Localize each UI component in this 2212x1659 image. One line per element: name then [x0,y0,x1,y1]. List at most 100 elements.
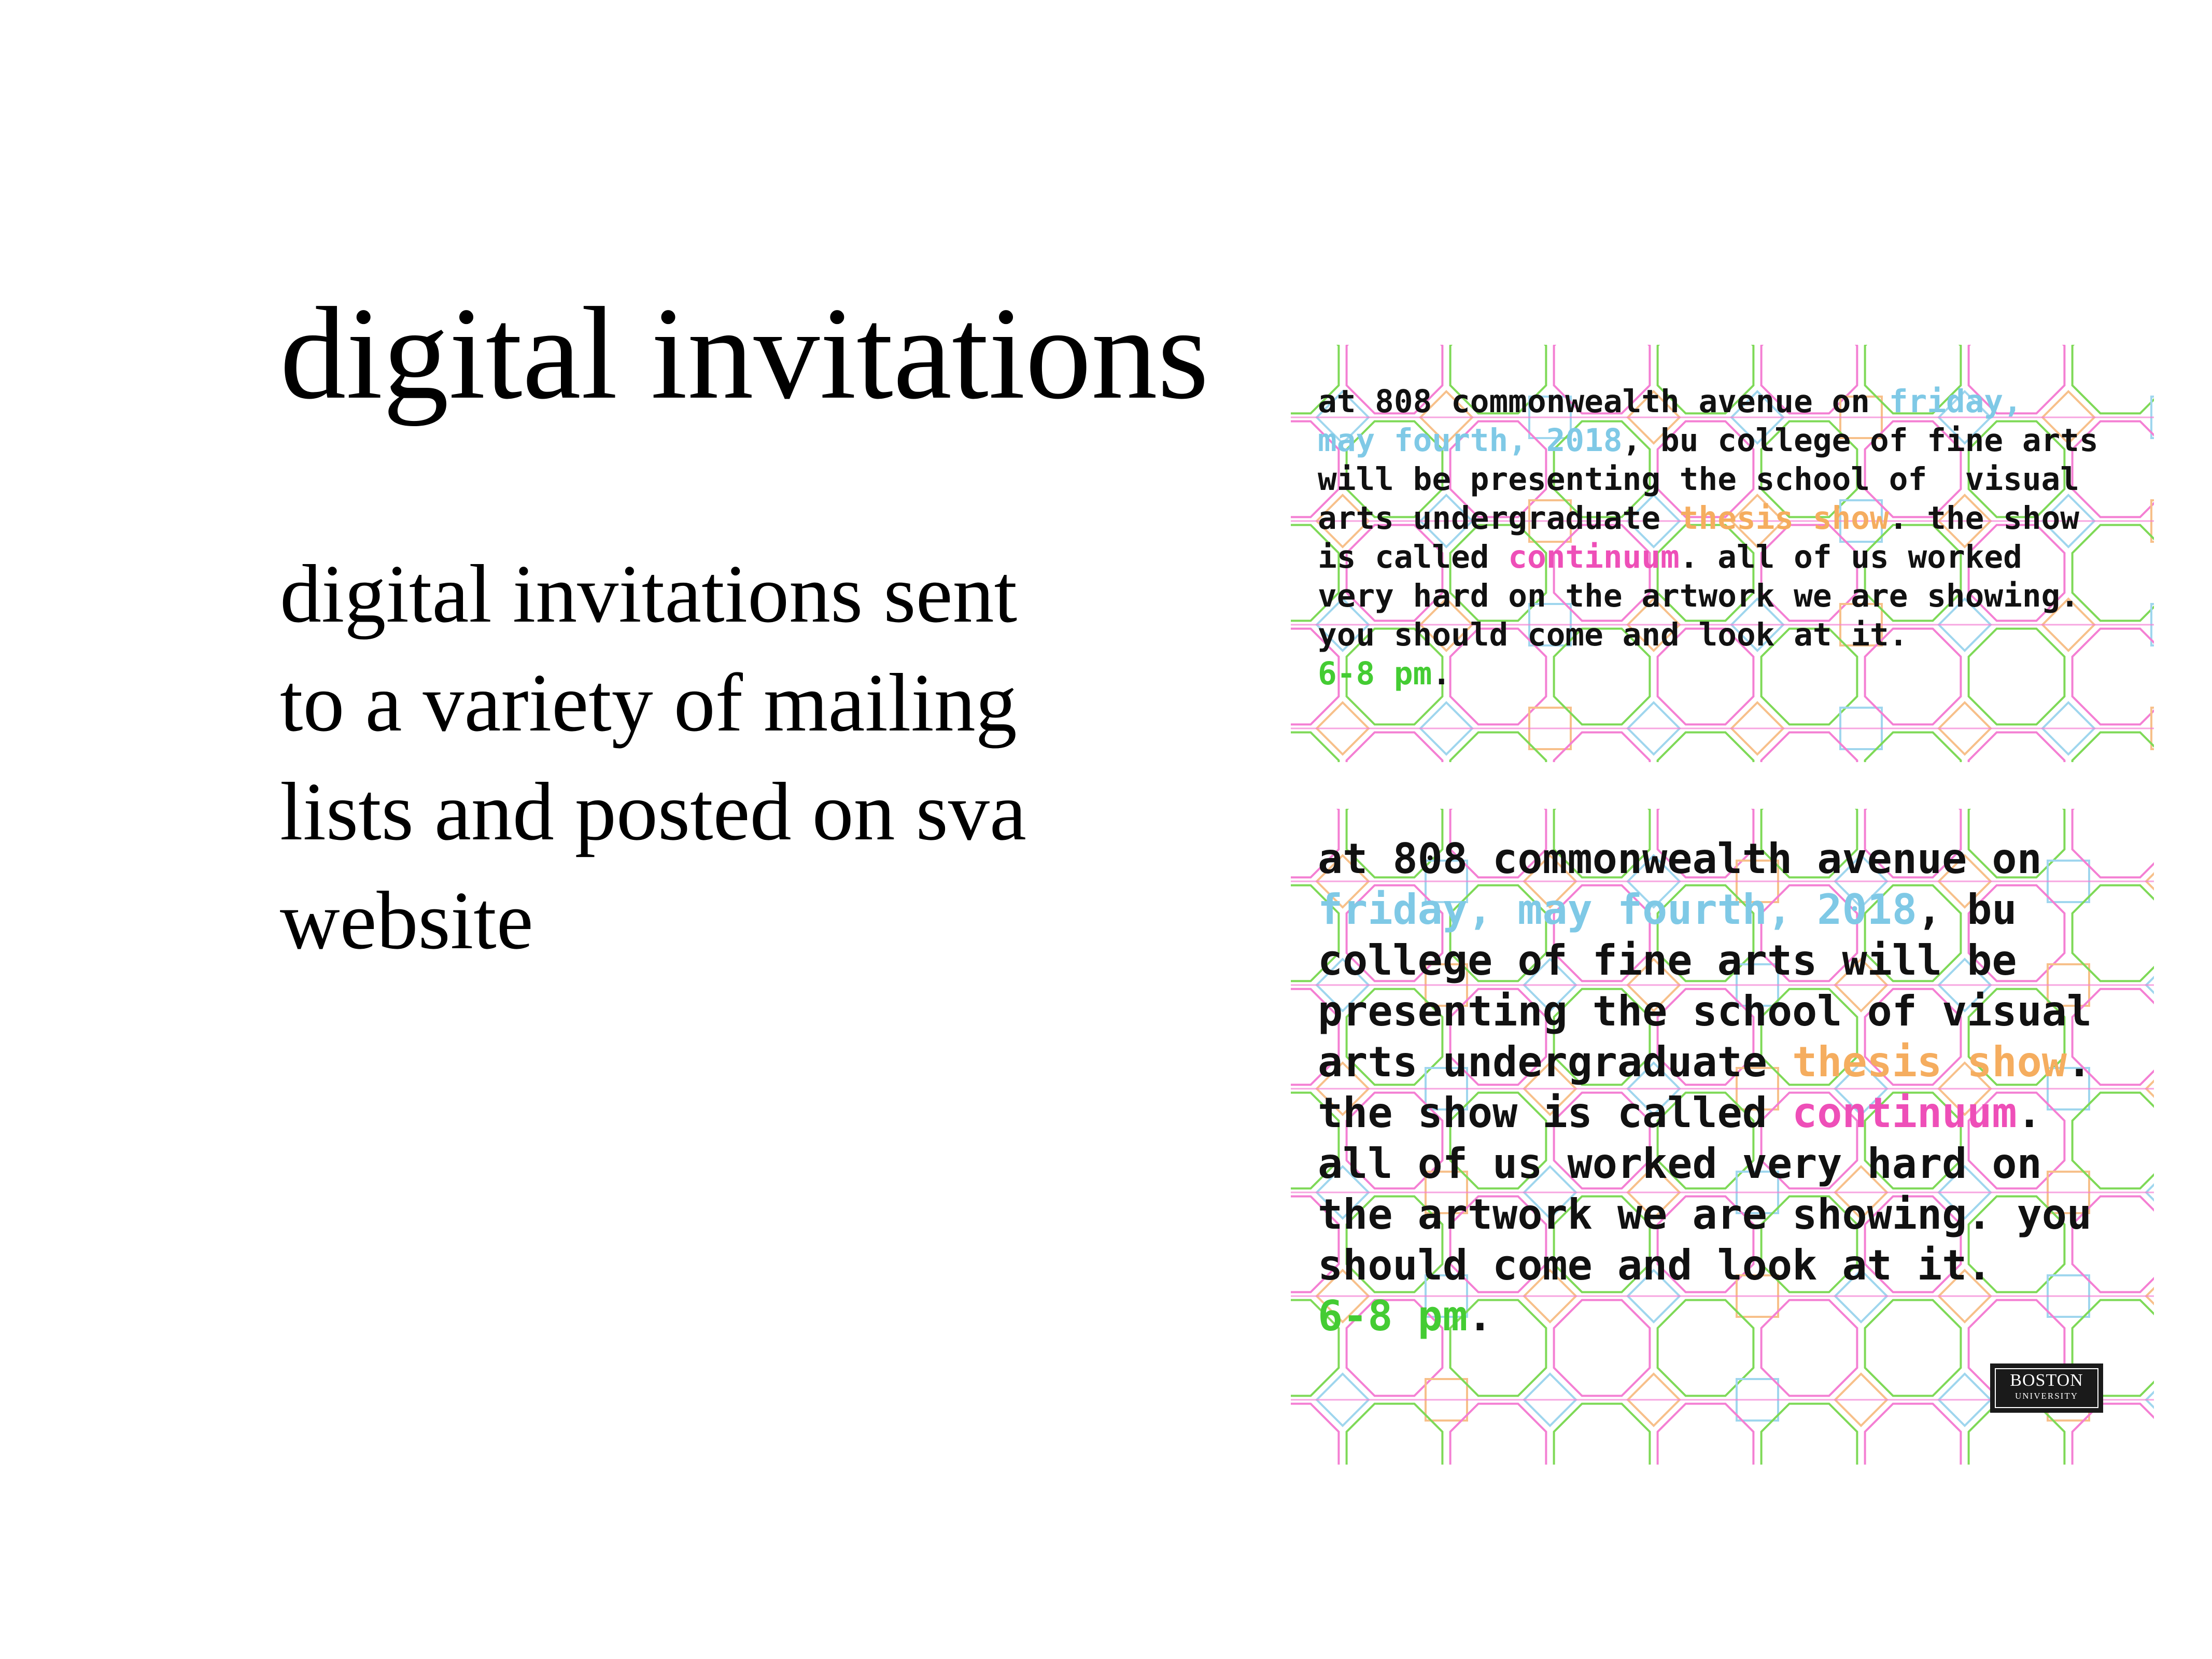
invitation-text-segment: . [2066,1038,2092,1086]
octagon-shape [1345,1195,1444,1294]
invitation-text-segment: all of us worked very hard on [1318,1140,2042,1188]
octagon-shape [1967,809,2066,879]
invitation-text-segment: , bu [1917,885,2017,934]
octagon-shape [1291,420,1340,518]
diamond-shape [1937,1165,1992,1220]
octagon-shape [1864,988,1962,1086]
invitation-text-segment: will be presenting the school of visual [1318,461,2080,498]
invitation-line: friday, may fourth, 2018, bu [1318,884,2092,935]
octagon-shape [1291,1299,1340,1397]
diamond-shape [1626,1269,1681,1324]
octagon-shape [2071,1195,2154,1294]
diamond-shape [2041,494,2096,549]
invitation-text: at 808 commonwealth avenue on friday, may… [1318,834,2092,1342]
octagon-shape [1449,1195,1547,1294]
invitation-text-segment: the show is called [1318,1089,1793,1137]
invitation-text-segment: friday, [1889,383,2022,420]
invitation-line: 6-8 pm. [1318,654,2098,693]
octagon-shape [1291,524,1340,622]
description-line: to a variety of mailing [280,656,1017,749]
octagon-shape [1967,420,2066,518]
octagon-shape [1449,1091,1547,1190]
octagon-shape [1967,1195,2066,1294]
octagon-shape [1760,731,1858,762]
octagon-shape [1345,1402,1444,1465]
diamond-shape [1937,854,1992,909]
diamond-shape [1315,958,1370,1013]
octagon-shape [1656,345,1755,415]
octagon-shape [1345,420,1444,518]
invitation-text-segment: friday, may fourth, 2018 [1318,885,1917,934]
invitation-text-segment: at 808 commonwealth avenue on [1318,383,1889,420]
octagon-shape [1553,1299,1651,1397]
diamond-shape [1834,1372,1889,1427]
invitation-line: will be presenting the school of visual [1318,460,2098,499]
octagon-shape [1553,524,1651,622]
diamond-shape [2041,390,2096,445]
diamond-shape [1730,390,1785,445]
octagon-shape [1553,809,1651,879]
invitation-text-segment: arts undergraduate [1318,1038,1793,1086]
octagon-shape [1291,627,1340,726]
invitation-text-segment: continuum [1508,539,1680,575]
diamond-shape [1937,390,1992,445]
description-line: website [280,874,533,966]
invitation-text-segment: . [2017,1089,2042,1137]
diamond-shape [1419,494,1474,549]
octagon-shape [1760,1195,1858,1294]
diamond-shape [1937,958,1992,1013]
diamond-shape [1419,701,1474,756]
octagon-shape [1656,420,1755,518]
octagon-shape [1553,345,1651,415]
octagon-shape [1760,1091,1858,1190]
invitation-text-segment: 6-8 pm [1318,1292,1468,1340]
octagon-shape [1449,988,1547,1086]
octagon-shape [1291,884,1340,982]
invitation-text-segment: thesis show [1679,500,1889,537]
description-line: digital invitations sent [280,547,1018,640]
octagon-shape [1864,524,1962,622]
diamond-shape [1626,1165,1681,1220]
octagon-shape [1345,524,1444,622]
invitation-text-segment: college of fine arts will be [1318,936,2017,985]
octagon-shape [1449,345,1547,415]
octagon-shape [1345,731,1444,762]
invitation-text-segment: you should come and look at it. [1318,616,1908,653]
invitation-text-segment: . [1467,1292,1493,1340]
octagon-shape [1760,988,1858,1086]
diamond-shape [1937,1372,1992,1427]
octagon-shape [1967,345,2066,415]
octagon-shape [1760,809,1858,879]
diamond-shape [1730,701,1785,756]
octagon-shape [1760,1402,1858,1465]
octagon-shape [2071,884,2154,982]
octagon-shape [1291,1091,1340,1190]
invitation-line: you should come and look at it. [1318,615,2098,654]
octagon-shape [1656,988,1755,1086]
octagon-shape [1760,627,1858,726]
invitation-text-segment: continuum [1792,1089,2017,1137]
octagon-shape [1449,1402,1547,1465]
octagon-shape [1760,420,1858,518]
octagon-shape [1656,1091,1755,1190]
diamond-shape [1523,1165,1577,1220]
octagon-shape [1656,627,1755,726]
octagon-shape [1656,731,1755,762]
octagon-shape [1291,809,1340,879]
octagon-shape [1967,524,2066,622]
diamond-shape [1834,1061,1889,1116]
diamond-shape [1626,854,1681,909]
octagon-shape [1656,884,1755,982]
octagon-shape [1864,627,1962,726]
slide-title: digital invitations [280,280,1209,427]
diamond-shape [1315,854,1370,909]
diamond-shape [1523,1269,1577,1324]
invitation-line: arts undergraduate thesis show. [1318,1037,2092,1088]
octagon-shape [2071,524,2154,622]
octagon-shape [1345,809,1444,879]
invitation-line: is called continuum. all of us worked [1318,538,2098,577]
diamond-shape [1315,1372,1370,1427]
octagon-shape [1291,1195,1340,1294]
octagon-shape [1345,1299,1444,1397]
diamond-shape [1315,1165,1370,1220]
